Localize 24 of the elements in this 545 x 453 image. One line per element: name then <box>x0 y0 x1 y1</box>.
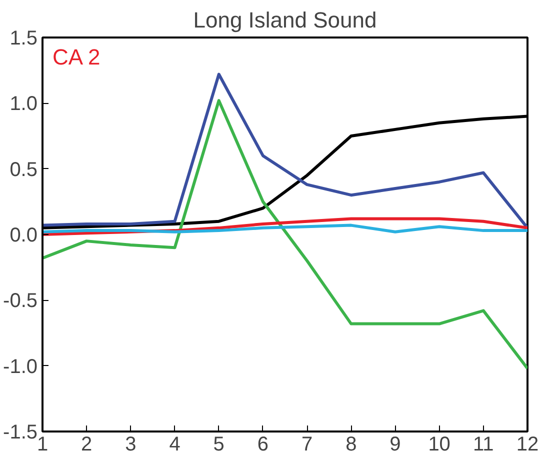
y-tick-label: 1.0 <box>10 93 38 116</box>
line-series <box>42 72 528 230</box>
x-tick-label: 7 <box>301 434 313 453</box>
x-tick-label: 1 <box>36 434 48 453</box>
x-tick-label: 10 <box>428 434 450 453</box>
x-tick-label: 9 <box>390 434 401 453</box>
x-tick-label: 6 <box>257 434 269 453</box>
line-series <box>42 224 528 234</box>
y-tick-label: -1.5 <box>3 422 38 444</box>
chart-title: Long Island Sound <box>193 8 377 32</box>
x-tick-label: 3 <box>125 434 136 453</box>
x-tick-label: 8 <box>346 434 357 453</box>
x-tick-label: 11 <box>473 434 494 453</box>
x-tick-label: 12 <box>516 434 539 453</box>
annotation: CA 2 <box>52 44 100 70</box>
y-tick-label: -1.0 <box>3 356 38 378</box>
y-tick-label: 0.5 <box>10 158 38 181</box>
line-series <box>42 99 528 370</box>
x-tick-label: 2 <box>81 434 92 453</box>
x-tick-label: 4 <box>169 434 180 453</box>
y-tick-label: 0.0 <box>10 224 38 246</box>
x-tick-label: 5 <box>213 434 224 453</box>
y-tick-label: -0.5 <box>3 290 38 312</box>
y-tick-label: 1.5 <box>10 28 38 50</box>
